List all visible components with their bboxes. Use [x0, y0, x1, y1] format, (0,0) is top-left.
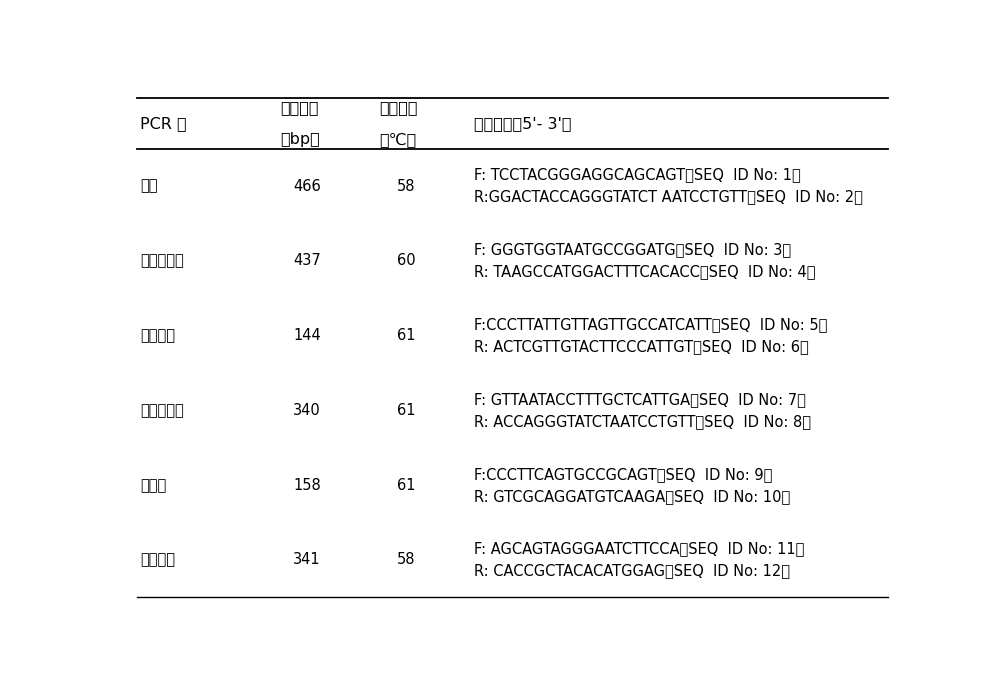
Text: 466: 466 — [293, 179, 321, 194]
Text: 340: 340 — [293, 403, 321, 418]
Text: 梭菌属: 梭菌属 — [140, 477, 167, 493]
Text: 大肠杆菌属: 大肠杆菌属 — [140, 403, 184, 418]
Text: 双岐杆菌属: 双岐杆菌属 — [140, 254, 184, 269]
Text: 引物序列（5'- 3'）: 引物序列（5'- 3'） — [474, 116, 571, 131]
Text: F: TCCTACGGGAGGCAGCAGT（SEQ  ID No: 1）: F: TCCTACGGGAGGCAGCAGT（SEQ ID No: 1） — [474, 167, 800, 182]
Text: 61: 61 — [397, 403, 416, 418]
Text: PCR 组: PCR 组 — [140, 116, 187, 131]
Text: F: GTTAATACCTTTGCTCATTGA（SEQ  ID No: 7）: F: GTTAATACCTTTGCTCATTGA（SEQ ID No: 7） — [474, 392, 806, 407]
Text: 总菌: 总菌 — [140, 179, 158, 194]
Text: （℃）: （℃） — [379, 132, 416, 147]
Text: 437: 437 — [293, 254, 321, 269]
Text: （bp）: （bp） — [280, 132, 320, 147]
Text: 61: 61 — [397, 477, 416, 493]
Text: 341: 341 — [293, 552, 321, 567]
Text: 58: 58 — [397, 179, 416, 194]
Text: F:CCCTTCAGTGCCGCAGT（SEQ  ID No: 9）: F:CCCTTCAGTGCCGCAGT（SEQ ID No: 9） — [474, 466, 772, 481]
Text: R: TAAGCCATGGACTTTCACACC（SEQ  ID No: 4）: R: TAAGCCATGGACTTTCACACC（SEQ ID No: 4） — [474, 265, 815, 279]
Text: R: ACCAGGGTATCTAATCCTGTT（SEQ  ID No: 8）: R: ACCAGGGTATCTAATCCTGTT（SEQ ID No: 8） — [474, 414, 811, 429]
Text: 产物大小: 产物大小 — [280, 100, 318, 116]
Text: 158: 158 — [293, 477, 321, 493]
Text: 61: 61 — [397, 328, 416, 343]
Text: R: GTCGCAGGATGTCAAGA（SEQ  ID No: 10）: R: GTCGCAGGATGTCAAGA（SEQ ID No: 10） — [474, 489, 790, 504]
Text: F:CCCTTATTGTTAGTTGCCATCATT（SEQ  ID No: 5）: F:CCCTTATTGTTAGTTGCCATCATT（SEQ ID No: 5） — [474, 317, 827, 332]
Text: 退火温度: 退火温度 — [379, 100, 418, 116]
Text: R:GGACTACCAGGGTATCT AATCCTGTT（SEQ  ID No: 2）: R:GGACTACCAGGGTATCT AATCCTGTT（SEQ ID No:… — [474, 190, 863, 205]
Text: F: GGGTGGTAATGCCGGATG（SEQ  ID No: 3）: F: GGGTGGTAATGCCGGATG（SEQ ID No: 3） — [474, 242, 791, 257]
Text: 58: 58 — [397, 552, 416, 567]
Text: R: CACCGCTACACATGGAG（SEQ  ID No: 12）: R: CACCGCTACACATGGAG（SEQ ID No: 12） — [474, 564, 790, 579]
Text: 乳杆菌属: 乳杆菌属 — [140, 552, 176, 567]
Text: 60: 60 — [397, 254, 416, 269]
Text: 肠球菌属: 肠球菌属 — [140, 328, 176, 343]
Text: 144: 144 — [293, 328, 321, 343]
Text: R: ACTCGTTGTACTTCCCATTGT（SEQ  ID No: 6）: R: ACTCGTTGTACTTCCCATTGT（SEQ ID No: 6） — [474, 339, 808, 354]
Text: F: AGCAGTAGGGAATCTTCCA（SEQ  ID No: 11）: F: AGCAGTAGGGAATCTTCCA（SEQ ID No: 11） — [474, 541, 804, 556]
